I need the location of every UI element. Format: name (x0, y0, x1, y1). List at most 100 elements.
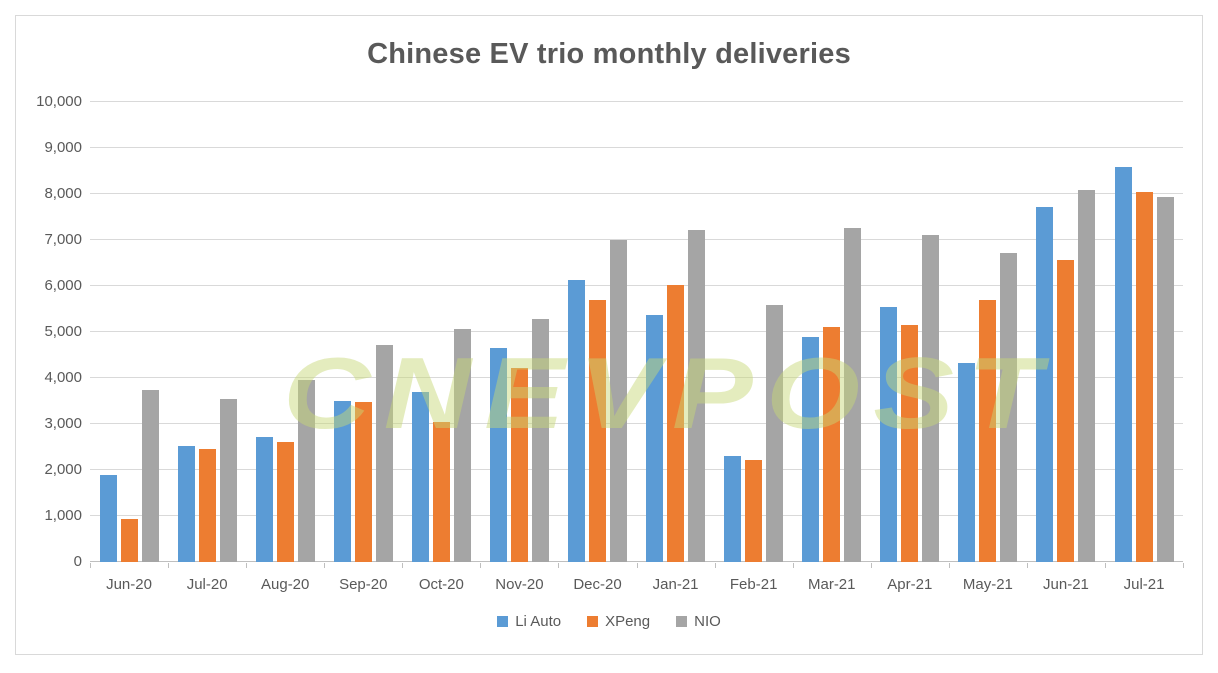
y-tick-label-10-000: 10,000 (36, 93, 82, 110)
bar-group-apr-21 (871, 102, 949, 562)
bar-xpeng-jul-20 (198, 449, 216, 562)
bar-xpeng-oct-20 (432, 422, 450, 562)
x-tick-label-feb-21: Feb-21 (729, 576, 778, 593)
bar-group-jul-20 (168, 102, 246, 562)
y-tick-label-0: 0 (73, 553, 82, 570)
bar-nio-jun-20 (141, 390, 159, 562)
x-tick-label-may-21: May-21 (962, 576, 1013, 593)
x-tick-label-jun-21: Jun-21 (1043, 576, 1089, 593)
x-axis-tick (870, 563, 872, 568)
x-axis-tick (792, 563, 794, 568)
legend-swatch-li-auto (497, 616, 509, 627)
legend-swatch-xpeng (587, 616, 599, 627)
bar-nio-jul-20 (219, 399, 237, 562)
bar-li-auto-aug-20 (255, 437, 273, 562)
x-tick-label-apr-21: Apr-21 (887, 576, 933, 593)
x-axis-labels: Jun-20 Jul-20 Aug-20 Sep-20 Oct-20 Nov-20 Dec-… (90, 576, 1183, 593)
chart-title: Chinese EV trio monthly deliveries (367, 38, 851, 70)
x-tick-label-jun-20: Jun-20 (106, 576, 152, 593)
bar-group-mar-21 (793, 102, 871, 562)
legend-item-xpeng: XPeng (587, 613, 650, 630)
legend-label-li-auto: Li Auto (515, 613, 562, 630)
bar-nio-oct-20 (453, 329, 471, 562)
bar-li-auto-may-21 (958, 363, 976, 562)
bar-li-auto-oct-20 (411, 392, 429, 562)
bar-nio-nov-20 (531, 319, 549, 562)
y-tick-label-1-000: 1,000 (44, 507, 82, 524)
x-axis-tick (480, 563, 482, 568)
bar-li-auto-jul-21 (1114, 167, 1132, 562)
bar-nio-sep-20 (375, 345, 393, 562)
x-axis-tick (1026, 563, 1028, 568)
bar-group-jul-21 (1105, 102, 1183, 562)
bar-group-jun-21 (1027, 102, 1105, 562)
x-tick-label-jul-21: Jul-21 (1123, 576, 1165, 593)
bar-li-auto-jul-20 (177, 446, 195, 562)
bar-xpeng-feb-21 (745, 460, 763, 562)
x-tick-label-oct-20: Oct-20 (418, 576, 464, 593)
legend: Li Auto XPeng NIO (0, 613, 1218, 630)
y-tick-label-5-000: 5,000 (44, 323, 82, 340)
gridline-5-000 (90, 331, 1183, 332)
bar-group-feb-21 (715, 102, 793, 562)
bar-xpeng-may-21 (979, 300, 997, 562)
legend-label-xpeng: XPeng (605, 613, 651, 630)
x-axis-tick (246, 563, 248, 568)
x-axis-tick (324, 563, 326, 568)
bar-xpeng-jan-21 (667, 285, 685, 562)
y-tick-label-2-000: 2,000 (44, 461, 82, 478)
gridline-2-000 (90, 469, 1183, 470)
bar-nio-jun-21 (1078, 190, 1096, 562)
bar-group-dec-20 (558, 102, 636, 562)
bar-group-nov-20 (480, 102, 558, 562)
x-axis-tick (636, 563, 638, 568)
x-tick-label-aug-20: Aug-20 (261, 576, 310, 593)
bar-xpeng-dec-20 (589, 300, 606, 562)
y-tick-label-4-000: 4,000 (44, 369, 82, 386)
bar-li-auto-jun-21 (1036, 207, 1054, 562)
legend-swatch-nio (676, 616, 688, 627)
x-axis-ticks (90, 562, 1184, 568)
y-tick-label-9-000: 9,000 (44, 139, 82, 156)
gridline-1-000 (90, 515, 1183, 516)
bar-xpeng-apr-21 (901, 325, 919, 562)
bar-li-auto-apr-21 (880, 307, 898, 562)
x-axis-tick (714, 563, 716, 568)
x-tick-label-nov-20: Nov-20 (495, 576, 544, 593)
bars-container (90, 102, 1183, 562)
bar-nio-aug-20 (297, 380, 315, 562)
x-axis-tick (168, 563, 170, 568)
bar-nio-jul-21 (1156, 197, 1174, 562)
y-tick-label-8-000: 8,000 (44, 185, 82, 202)
x-tick-label-dec-20: Dec-20 (573, 576, 622, 593)
bar-xpeng-mar-21 (823, 327, 841, 562)
legend-item-li-auto: Li Auto (497, 613, 561, 630)
x-axis-tick (90, 563, 91, 568)
x-axis-tick (558, 563, 560, 568)
bar-nio-dec-20 (610, 240, 627, 562)
y-tick-label-7-000: 7,000 (44, 231, 82, 248)
bar-nio-may-21 (1000, 253, 1018, 562)
legend-label-nio: NIO (694, 613, 721, 630)
bar-li-auto-nov-20 (489, 348, 507, 562)
bar-nio-apr-21 (922, 235, 940, 562)
bar-group-jun-20 (90, 102, 168, 562)
bar-li-auto-feb-21 (724, 456, 742, 562)
x-tick-label-jan-21: Jan-21 (652, 576, 699, 593)
x-tick-label-jul-20: Jul-20 (186, 576, 228, 593)
gridline-0 (90, 561, 1183, 562)
x-axis-tick (402, 563, 404, 568)
gridline-9-000 (90, 147, 1183, 148)
bar-li-auto-mar-21 (802, 337, 820, 562)
y-tick-label-6-000: 6,000 (44, 277, 82, 294)
bar-group-oct-20 (402, 102, 480, 562)
bar-li-auto-jan-21 (646, 315, 664, 562)
gridline-3-000 (90, 423, 1183, 424)
y-tick-label-3-000: 3,000 (44, 415, 82, 432)
bar-li-auto-dec-20 (568, 280, 585, 562)
gridline-10-000 (90, 101, 1183, 102)
bar-group-jan-21 (637, 102, 715, 562)
gridline-4-000 (90, 377, 1183, 378)
bar-xpeng-jun-20 (120, 519, 138, 562)
bar-xpeng-sep-20 (354, 402, 372, 562)
